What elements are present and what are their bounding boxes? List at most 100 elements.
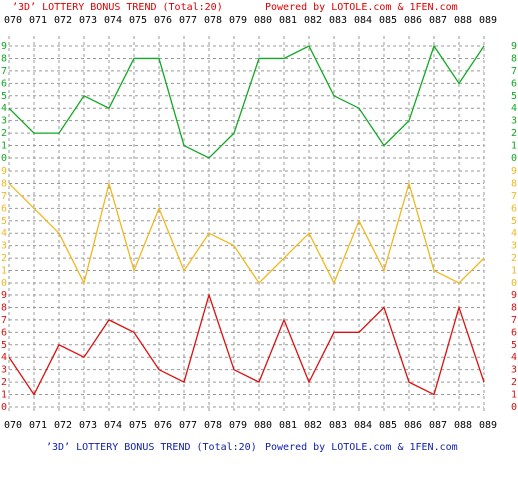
x-tick-label: 088 xyxy=(454,15,472,26)
y-tick-label: 6 xyxy=(1,327,7,338)
y-tick-label: 9 xyxy=(511,290,517,301)
trend-line xyxy=(8,292,485,396)
y-tick-label: 9 xyxy=(1,290,7,301)
x-tick-label: 070 xyxy=(4,15,22,26)
y-tick-label: 0 xyxy=(511,153,517,164)
x-tick-label: 071 xyxy=(29,15,47,26)
y-tick-label: 2 xyxy=(511,128,517,139)
y-tick-label: 2 xyxy=(511,253,517,264)
x-tick-label: 077 xyxy=(179,420,197,431)
y-tick-label: 4 xyxy=(1,352,7,363)
x-tick-label: 089 xyxy=(479,15,497,26)
y-tick-label: 9 xyxy=(1,41,7,52)
y-tick-label: 9 xyxy=(511,41,517,52)
y-tick-label: 5 xyxy=(1,216,7,227)
y-tick-label: 3 xyxy=(511,365,517,376)
x-tick-label: 086 xyxy=(404,420,422,431)
y-tick-label: 0 xyxy=(1,278,7,289)
y-tick-label: 7 xyxy=(511,315,517,326)
y-tick-label: 8 xyxy=(1,178,7,189)
x-tick-label: 083 xyxy=(329,15,347,26)
chart-title: ’3D’ LOTTERY BONUS TREND (Total:20) xyxy=(46,442,257,453)
y-tick-label: 3 xyxy=(1,365,7,376)
y-tick-label: 5 xyxy=(1,91,7,102)
y-tick-label: 3 xyxy=(1,241,7,252)
y-tick-label: 7 xyxy=(1,315,7,326)
y-tick-label: 3 xyxy=(511,241,517,252)
y-tick-label: 1 xyxy=(1,141,7,152)
y-tick-label: 4 xyxy=(511,228,517,239)
x-tick-label: 072 xyxy=(54,420,72,431)
x-tick-label: 084 xyxy=(354,420,372,431)
x-tick-label: 076 xyxy=(154,420,172,431)
x-tick-label: 089 xyxy=(479,420,497,431)
y-tick-label: 1 xyxy=(1,266,7,277)
y-tick-label: 8 xyxy=(511,302,517,313)
x-tick-label: 075 xyxy=(129,420,147,431)
y-tick-label: 8 xyxy=(511,53,517,64)
y-tick-label: 4 xyxy=(511,103,517,114)
y-tick-label: 6 xyxy=(511,78,517,89)
x-tick-label: 082 xyxy=(304,15,322,26)
y-tick-label: 5 xyxy=(1,340,7,351)
x-tick-label: 081 xyxy=(279,420,297,431)
y-tick-label: 7 xyxy=(1,66,7,77)
x-tick-label: 080 xyxy=(254,15,272,26)
x-tick-label: 081 xyxy=(279,15,297,26)
x-tick-label: 088 xyxy=(454,420,472,431)
x-tick-label: 085 xyxy=(379,420,397,431)
y-tick-label: 2 xyxy=(1,128,7,139)
y-tick-label: 3 xyxy=(1,116,7,127)
x-tick-label: 074 xyxy=(104,420,122,431)
x-tick-label: 078 xyxy=(204,420,222,431)
x-tick-label: 079 xyxy=(229,15,247,26)
y-tick-label: 7 xyxy=(511,66,517,77)
x-tick-label: 078 xyxy=(204,15,222,26)
x-tick-label: 082 xyxy=(304,420,322,431)
x-tick-label: 074 xyxy=(104,15,122,26)
y-tick-label: 9 xyxy=(1,166,7,177)
y-tick-label: 1 xyxy=(511,141,517,152)
x-tick-label: 072 xyxy=(54,15,72,26)
y-tick-label: 2 xyxy=(1,377,7,388)
x-tick-label: 073 xyxy=(79,15,97,26)
y-tick-label: 6 xyxy=(1,78,7,89)
x-tick-label: 087 xyxy=(429,420,447,431)
y-tick-label: 8 xyxy=(1,302,7,313)
y-tick-label: 2 xyxy=(1,253,7,264)
x-tick-label: 083 xyxy=(329,420,347,431)
y-tick-label: 1 xyxy=(1,390,7,401)
trend-line xyxy=(8,44,485,159)
x-tick-label: 085 xyxy=(379,15,397,26)
x-tick-label: 071 xyxy=(29,420,47,431)
y-tick-label: 0 xyxy=(1,402,7,413)
x-tick-label: 080 xyxy=(254,420,272,431)
y-tick-label: 3 xyxy=(511,116,517,127)
x-tick-label: 087 xyxy=(429,15,447,26)
y-tick-label: 7 xyxy=(511,191,517,202)
chart-title: ’3D’ LOTTERY BONUS TREND (Total:20) xyxy=(12,2,223,13)
y-tick-label: 4 xyxy=(1,103,7,114)
x-tick-label: 086 xyxy=(404,15,422,26)
y-tick-label: 0 xyxy=(511,402,517,413)
y-tick-label: 9 xyxy=(511,166,517,177)
y-tick-label: 6 xyxy=(511,327,517,338)
y-tick-label: 0 xyxy=(1,153,7,164)
y-tick-label: 6 xyxy=(1,203,7,214)
y-tick-label: 5 xyxy=(511,340,517,351)
y-tick-label: 8 xyxy=(1,53,7,64)
y-tick-label: 4 xyxy=(511,352,517,363)
x-tick-label: 077 xyxy=(179,15,197,26)
y-tick-label: 7 xyxy=(1,191,7,202)
y-tick-label: 5 xyxy=(511,91,517,102)
chart-credit: Powered by LOTOLE.com & 1FEN.com xyxy=(265,442,458,453)
trend-line xyxy=(8,180,485,285)
x-tick-label: 075 xyxy=(129,15,147,26)
y-tick-label: 4 xyxy=(1,228,7,239)
y-tick-label: 1 xyxy=(511,390,517,401)
chart-credit: Powered by LOTOLE.com & 1FEN.com xyxy=(265,2,458,13)
y-tick-label: 2 xyxy=(511,377,517,388)
x-tick-label: 076 xyxy=(154,15,172,26)
x-tick-label: 079 xyxy=(229,420,247,431)
